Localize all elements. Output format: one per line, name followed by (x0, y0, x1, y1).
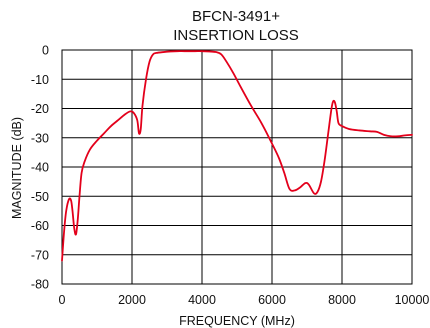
y-tick-label-3: -30 (31, 131, 49, 145)
series-line-0 (61, 50, 413, 262)
y-tick-label-2: -20 (31, 102, 49, 116)
x-tick-label-4: 8000 (328, 293, 356, 307)
x-axis-label: FREQUENCY (MHz) (179, 314, 295, 328)
y-tick-label-6: -60 (31, 219, 49, 233)
y-tick-label-8: -80 (31, 278, 49, 292)
y-axis-label: MAGNITUDE (dB) (10, 117, 24, 219)
series-layer (61, 50, 413, 262)
grid-lines (62, 50, 412, 284)
y-tick-label-4: -40 (31, 161, 49, 175)
x-tick-label-3: 6000 (258, 293, 286, 307)
plot-frame (61, 49, 413, 285)
y-tick-label-5: -50 (31, 190, 49, 204)
y-tick-label-1: -10 (31, 73, 49, 87)
tick-labels: 0 2000 4000 6000 8000 10000 0 -10 -20 -30 -40 -50 -6… (31, 44, 430, 308)
chart-subtitle: INSERTION LOSS (173, 27, 299, 44)
y-tick-label-0: 0 (42, 44, 49, 58)
x-tick-label-1: 2000 (118, 293, 146, 307)
x-tick-label-0: 0 (59, 293, 66, 307)
chart-title: BFCN-3491+ (192, 8, 280, 25)
x-tick-label-2: 4000 (188, 293, 216, 307)
y-tick-label-7: -70 (31, 248, 49, 262)
x-tick-label-5: 10000 (395, 293, 430, 307)
